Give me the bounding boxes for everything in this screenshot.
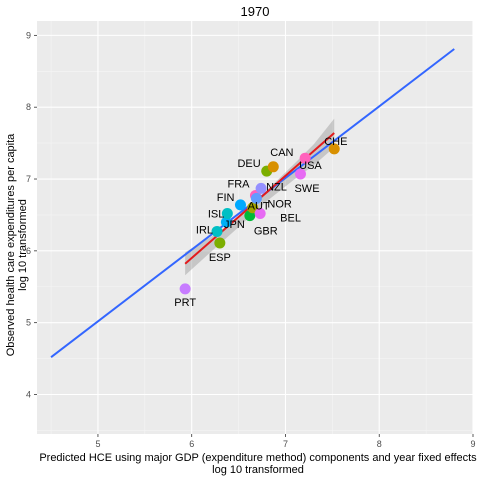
grid <box>37 21 474 434</box>
point-label-fra: FRA <box>227 179 250 191</box>
x-tick-label: 7 <box>283 439 288 449</box>
y-axis-label-line2: log 10 transformed <box>17 199 29 291</box>
confidence-band-area <box>185 118 335 276</box>
point-label-deu: DEU <box>237 158 260 170</box>
data-point-can <box>267 161 279 173</box>
data-point-swe <box>294 168 306 180</box>
point-label-che: CHE <box>324 136 347 148</box>
confidence-band <box>185 118 335 276</box>
data-point-nor <box>250 192 262 204</box>
data-point-usa <box>299 152 311 164</box>
point-label-jpn: JPN <box>224 219 245 231</box>
data-point-prt <box>179 283 191 295</box>
x-tick-label: 8 <box>377 439 382 449</box>
point-label-bel: BEL <box>280 212 301 224</box>
point-label-can: CAN <box>270 147 293 159</box>
point-label-usa: USA <box>299 160 322 172</box>
point-label-prt: PRT <box>174 297 196 309</box>
data-point-isl <box>221 207 233 219</box>
point-label-irl: IRL <box>196 224 213 236</box>
x-tick-label: 5 <box>95 439 100 449</box>
data-points <box>179 143 340 295</box>
point-label-fin: FIN <box>217 192 235 204</box>
data-point-esp <box>214 237 226 249</box>
point-label-nor: NOR <box>267 198 292 210</box>
x-tick-label: 9 <box>470 439 475 449</box>
y-tick-label: 6 <box>26 246 31 256</box>
point-label-isl: ISL <box>208 208 225 220</box>
point-label-esp: ESP <box>209 252 231 264</box>
data-point-bel <box>254 207 266 219</box>
data-point-che <box>328 143 340 155</box>
y-tick-label: 9 <box>26 30 31 40</box>
point-label-aut: AUT <box>248 201 270 213</box>
y-axis-ticks: 4 5 6 7 8 9 <box>26 30 37 399</box>
x-axis-ticks: 5 6 7 8 9 <box>95 434 476 449</box>
y-tick-label: 4 <box>26 389 31 399</box>
y-tick-label: 7 <box>26 174 31 184</box>
point-label-nzl: NZL <box>266 181 287 193</box>
point-label-swe: SWE <box>294 183 319 195</box>
y-axis-label: Observed health care expenditures per ca… <box>5 133 17 356</box>
data-point-aut <box>247 202 259 214</box>
x-axis-label-line2: log 10 transformed <box>212 464 304 476</box>
y-tick-label: 5 <box>26 318 31 328</box>
data-point-jpn <box>220 216 232 228</box>
x-tick-label: 6 <box>189 439 194 449</box>
data-point-fin <box>234 199 246 211</box>
y-tick-label: 8 <box>26 102 31 112</box>
x-axis-label: Predicted HCE using major GDP (expenditu… <box>39 452 477 464</box>
data-point-irl <box>211 225 223 237</box>
data-point-nzl <box>255 182 267 194</box>
point-label-gbr: GBR <box>254 226 278 238</box>
chart-title: 1970 <box>241 4 270 19</box>
